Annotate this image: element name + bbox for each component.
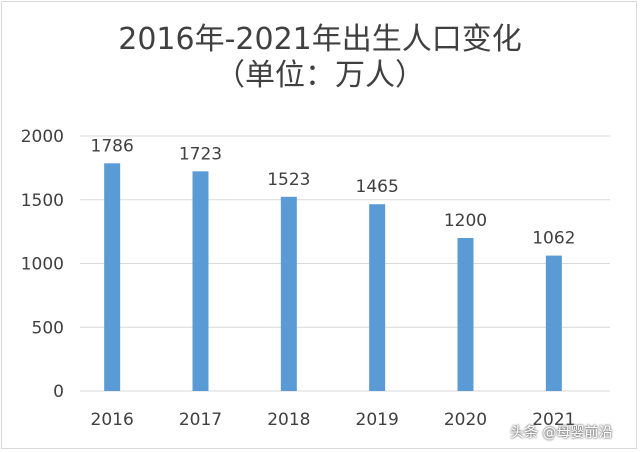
bar [457,238,474,391]
x-tick-label: 2019 [356,410,399,430]
data-label: 1523 [267,170,310,190]
data-label: 1062 [532,229,575,249]
x-tick-label: 2018 [267,410,310,430]
x-tick-label: 2020 [444,410,487,430]
watermark-text: 头条 @母婴前沿 [510,425,613,441]
x-tick-label: 2017 [179,410,222,430]
y-tick-label: 2000 [21,127,64,147]
bar [545,255,562,391]
data-label: 1723 [179,144,222,164]
chart-title: 2016年-2021年出生人口变化 [118,22,522,57]
data-label: 1465 [356,177,399,197]
bar [192,171,209,391]
x-tick-label: 2021 [532,410,575,430]
x-tick-label: 2016 [91,410,134,430]
y-tick-label: 1000 [21,255,64,275]
chart-subtitle: （单位：万人） [215,58,425,93]
y-tick-label: 500 [32,318,64,338]
bar [369,204,386,391]
y-tick-label: 0 [53,382,64,402]
data-label: 1786 [91,136,134,156]
bar [104,163,121,391]
data-label: 1200 [444,211,487,231]
bar [280,196,297,391]
y-tick-label: 1500 [21,191,64,211]
